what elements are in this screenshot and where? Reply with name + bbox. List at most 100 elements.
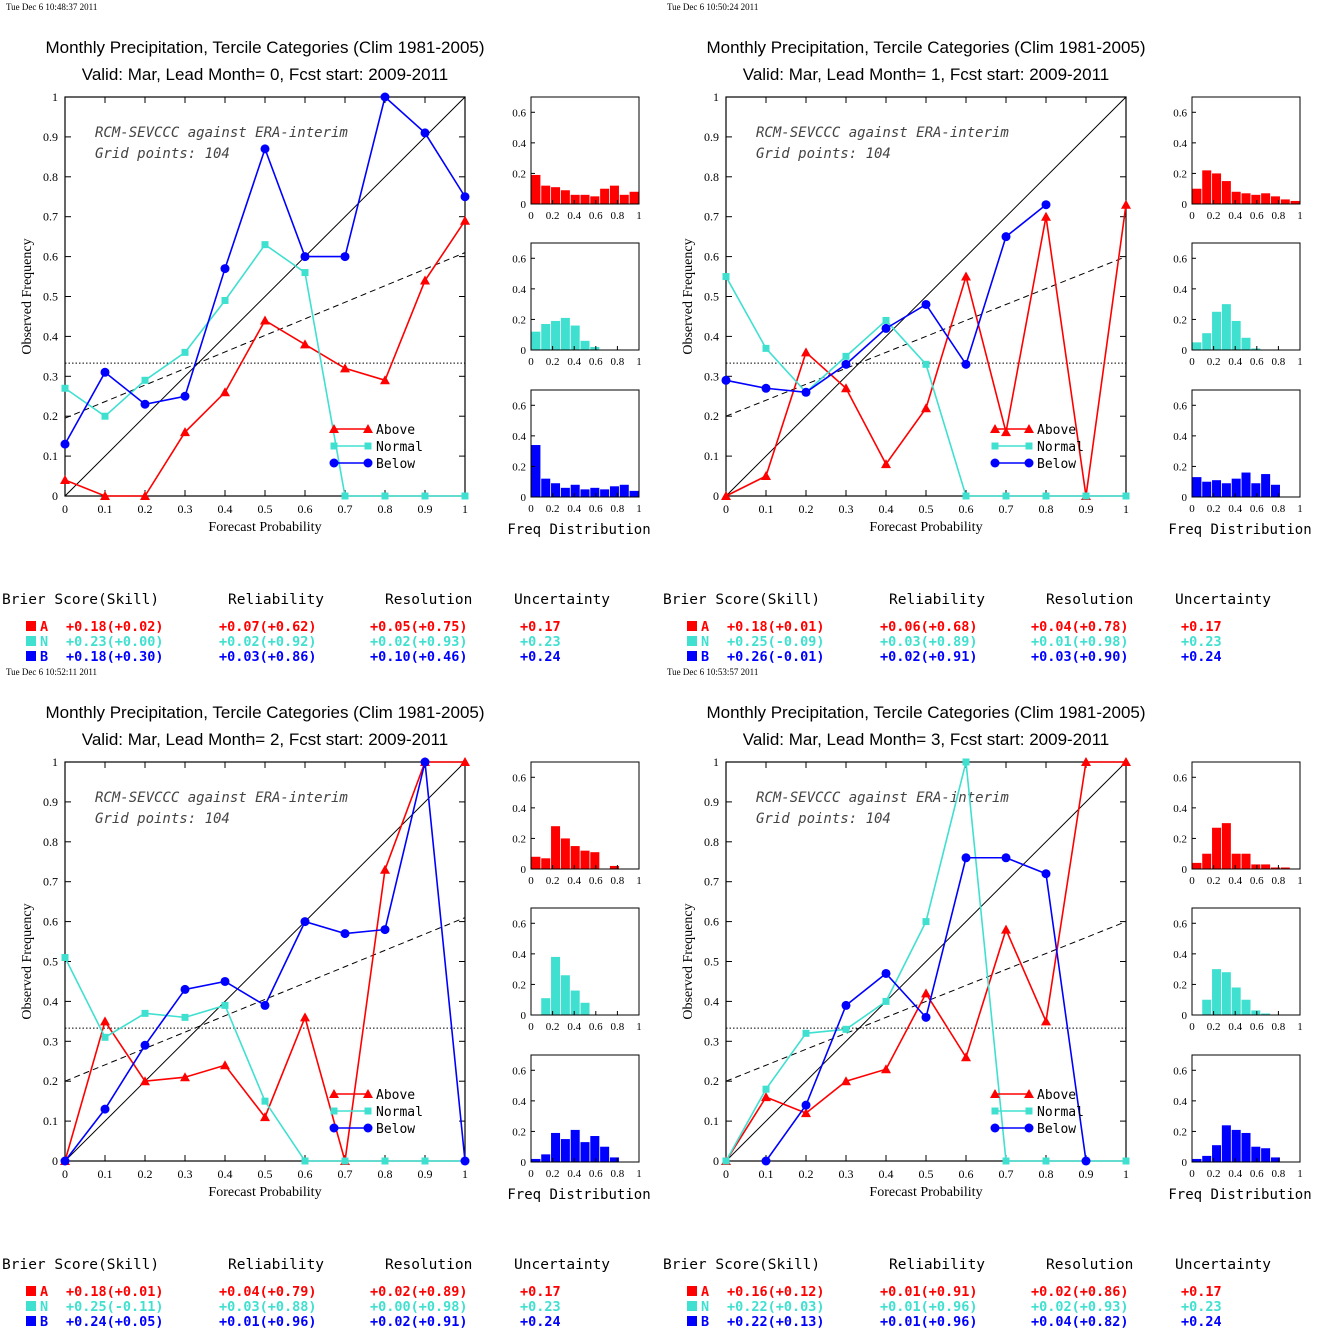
- data-point: [801, 1100, 811, 1110]
- x-tick-label: 0.1: [759, 1167, 774, 1181]
- reliability-plot: 0 0.1 0.2 0.3 0.4 0.5 0.6 0.7 0.8 0.9 1 0 0.1 0.2 0.3 0…: [20, 755, 470, 1200]
- freq-y-tick-label: 0.4: [512, 949, 526, 961]
- freq-bar: [551, 483, 561, 497]
- freq-y-tick-label: 0.4: [1173, 1096, 1187, 1108]
- reliability-plot: 0 0.1 0.2 0.3 0.4 0.5 0.6 0.7 0.8 0.9 1 0 0.1 0.2 0.3 0…: [20, 90, 470, 535]
- data-point: [180, 984, 190, 994]
- freq-bar: [531, 174, 541, 204]
- score-brier: +0.24(+0.05): [66, 1314, 164, 1330]
- score-header: Brier Score(Skill): [663, 592, 820, 608]
- score-reliability: +0.01(+0.96): [880, 1314, 978, 1330]
- data-point: [100, 491, 110, 500]
- freq-bar: [1241, 193, 1251, 204]
- freq-bar: [560, 838, 570, 869]
- freq-x-tick-label: 0: [1189, 1021, 1195, 1033]
- freq-x-tick-label: 1: [1297, 875, 1303, 887]
- data-point: [61, 954, 69, 962]
- freq-frame: [1191, 96, 1301, 205]
- freq-bar: [1192, 188, 1202, 204]
- freq-bar: [551, 1132, 561, 1162]
- freq-x-tick-label: 0.8: [611, 1021, 625, 1033]
- score-code: B: [701, 649, 709, 665]
- freq-bar: [1251, 1010, 1261, 1015]
- score-header: Resolution: [1046, 592, 1133, 608]
- data-point: [141, 1009, 149, 1017]
- freq-bar: [1202, 333, 1212, 350]
- data-point: [801, 347, 811, 357]
- legend-marker: [329, 458, 339, 468]
- x-tick-label: 0.1: [98, 502, 113, 516]
- freq-bar: [600, 188, 610, 204]
- data-point: [381, 492, 389, 500]
- freq-bar: [1270, 1157, 1280, 1162]
- data-point: [381, 1157, 389, 1165]
- data-point: [922, 360, 930, 368]
- freq-bar: [1241, 999, 1251, 1015]
- legend-marker: [363, 424, 373, 433]
- x-tick-label: 0.2: [138, 1167, 153, 1181]
- data-point: [420, 128, 430, 138]
- chart-subtitle: Valid: Mar, Lead Month= 0, Fcst start: 2…: [82, 65, 449, 84]
- y-axis-label: Observed Frequency: [681, 238, 696, 354]
- chart-subtitle: Valid: Mar, Lead Month= 3, Fcst start: 2…: [743, 730, 1110, 749]
- freq-bar: [541, 1154, 551, 1162]
- score-header: Resolution: [385, 1257, 472, 1273]
- freq-y-tick-label: 0.6: [1173, 772, 1187, 784]
- freq-bar: [570, 846, 580, 869]
- data-point: [961, 359, 971, 369]
- freq-bar: [609, 185, 619, 204]
- data-point: [421, 492, 429, 500]
- legend-label: Above: [1037, 1088, 1076, 1103]
- freq-bar: [1251, 194, 1261, 204]
- freq-y-tick-label: 0: [521, 345, 527, 357]
- score-reliability: +0.01(+0.91): [880, 1284, 978, 1300]
- timestamp: Tue Dec 6 10:50:24 2011: [667, 2, 758, 12]
- legend-label: Normal: [1037, 440, 1084, 455]
- data-point: [1042, 1157, 1050, 1165]
- x-tick-label: 0.1: [98, 1167, 113, 1181]
- x-tick-label: 0.4: [218, 1167, 233, 1181]
- score-uncertainty: +0.24: [520, 649, 561, 665]
- freq-x-tick-label: 0.6: [1250, 503, 1264, 515]
- data-point: [100, 1016, 110, 1026]
- data-point: [1001, 232, 1011, 242]
- y-tick-label: 0.6: [704, 915, 719, 929]
- freq-x-tick-label: 0.2: [546, 356, 560, 368]
- freq-bar: [560, 190, 570, 204]
- freq-bar: [1202, 999, 1212, 1015]
- x-tick-label: 1: [1123, 502, 1129, 516]
- chart-title: Monthly Precipitation, Tercile Categorie…: [706, 703, 1145, 722]
- freq-x-tick-label: 1: [1297, 503, 1303, 515]
- data-point: [1041, 1016, 1051, 1026]
- x-tick-label: 0.6: [298, 1167, 313, 1181]
- freq-x-tick-label: 1: [1297, 356, 1303, 368]
- freq-x-tick-label: 0.4: [1228, 356, 1242, 368]
- freq-x-tick-label: 0.2: [1207, 1021, 1221, 1033]
- score-reliability: +0.03(+0.88): [219, 1299, 317, 1315]
- chart-subtitle: Valid: Mar, Lead Month= 2, Fcst start: 2…: [82, 730, 449, 749]
- x-tick-label: 0.3: [178, 1167, 193, 1181]
- freq-bar: [1241, 853, 1251, 869]
- freq-x-tick-label: 0: [528, 1168, 534, 1180]
- series-below: [60, 92, 470, 449]
- freq-bar: [570, 325, 580, 350]
- data-point: [300, 1012, 310, 1022]
- freq-bar: [590, 487, 600, 497]
- score-header: Brier Score(Skill): [2, 1257, 159, 1273]
- data-point: [1121, 199, 1131, 209]
- data-point: [761, 1092, 771, 1102]
- data-point: [101, 412, 109, 420]
- legend: Above Normal Below: [329, 1088, 423, 1137]
- score-header: Resolution: [385, 592, 472, 608]
- x-tick-label: 0.5: [919, 1167, 934, 1181]
- freq-y-tick-label: 0.4: [512, 138, 526, 150]
- score-resolution: +0.01(+0.98): [1031, 634, 1129, 650]
- x-axis-label: Forecast Probability: [869, 520, 982, 535]
- data-point: [380, 925, 390, 935]
- x-tick-label: 0.1: [759, 502, 774, 516]
- perfect-reliability-line: [725, 96, 1127, 497]
- series-normal: [722, 273, 1130, 500]
- freq-x-tick-label: 0: [1189, 210, 1195, 222]
- score-header: Reliability: [889, 592, 985, 608]
- freq-bar: [590, 196, 600, 204]
